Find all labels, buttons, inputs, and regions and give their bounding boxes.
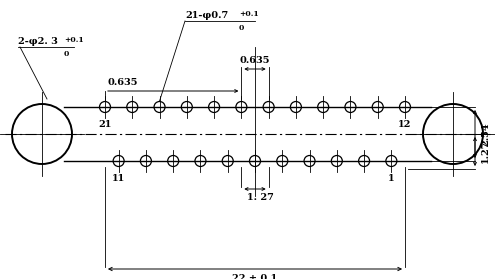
Text: 1. 27: 1. 27: [247, 193, 273, 202]
Text: 21: 21: [99, 120, 112, 129]
Text: +0.1: +0.1: [64, 36, 84, 44]
Text: 2-φ2. 3: 2-φ2. 3: [18, 37, 58, 46]
Text: 1: 1: [388, 174, 395, 183]
Text: 2.54: 2.54: [481, 122, 490, 146]
Text: 0: 0: [64, 50, 69, 58]
Text: 0.635: 0.635: [107, 78, 138, 87]
Text: 12: 12: [398, 120, 412, 129]
Text: 1.27: 1.27: [481, 140, 490, 163]
Text: 22 ± 0.1: 22 ± 0.1: [232, 274, 278, 279]
Text: 11: 11: [112, 174, 125, 183]
Text: 0.635: 0.635: [240, 56, 270, 65]
Text: 21-φ0.7: 21-φ0.7: [185, 11, 228, 20]
Text: 0: 0: [239, 24, 245, 32]
Text: +0.1: +0.1: [239, 10, 259, 18]
